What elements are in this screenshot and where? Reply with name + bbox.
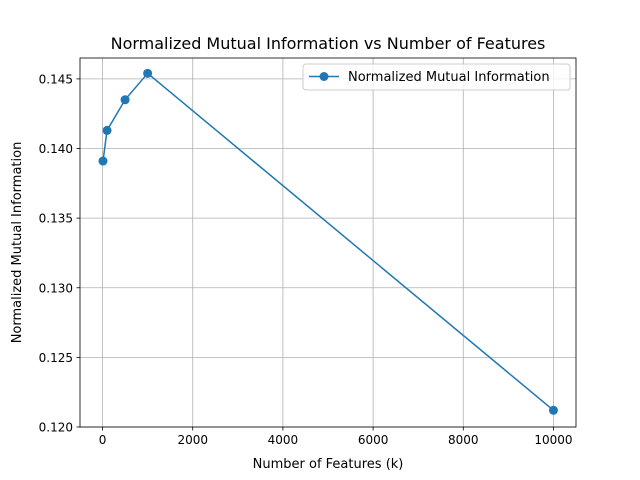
legend-marker-swatch [319, 72, 329, 81]
data-point [98, 156, 108, 166]
data-point [548, 405, 558, 415]
legend: Normalized Mutual Information [302, 63, 571, 91]
legend-frame [302, 63, 571, 91]
y-tick-label: 0.125 [39, 351, 73, 365]
grid [80, 58, 576, 428]
x-tick-label: 0 [99, 433, 107, 447]
y-tick-label: 0.130 [39, 281, 73, 295]
chart-title: Normalized Mutual Information vs Number … [111, 34, 546, 53]
y-tick-label: 0.145 [39, 72, 73, 86]
y-axis-label: Normalized Mutual Information [10, 142, 25, 344]
y-tick-label: 0.135 [39, 212, 73, 226]
x-tick-label: 8000 [448, 433, 479, 447]
data-point [102, 125, 112, 135]
x-axis-label: Number of Features (k) [253, 457, 404, 472]
x-tick-label: 4000 [268, 433, 299, 447]
data-point [120, 95, 130, 105]
axes-frame [79, 57, 577, 428]
x-tick-label: 6000 [358, 433, 389, 447]
y-tick-label: 0.120 [39, 421, 73, 435]
axis-ticks: 0 2000 4000 6000 8000 10000 0.120 0.125 0.130 0.1… [39, 72, 573, 447]
x-tick-label: 10000 [534, 433, 572, 447]
series-layer [98, 68, 558, 415]
x-tick-label: 2000 [177, 433, 208, 447]
data-point [143, 68, 153, 78]
legend-entry-label: Normalized Mutual Information [348, 70, 550, 85]
y-tick-label: 0.140 [39, 142, 73, 156]
